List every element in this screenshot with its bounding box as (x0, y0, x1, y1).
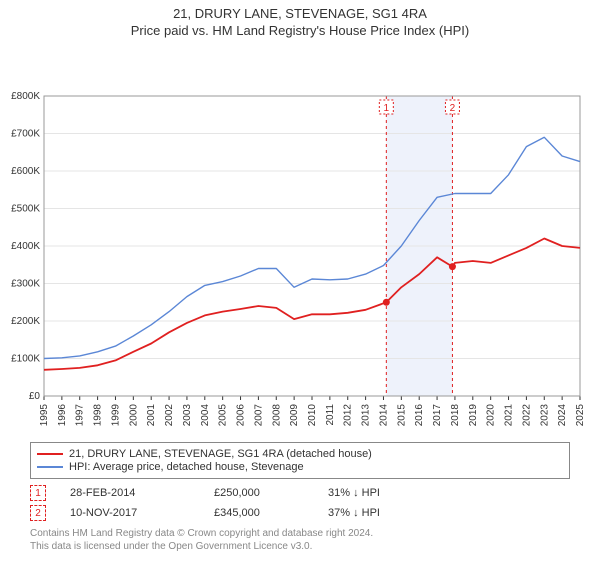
legend-label: HPI: Average price, detached house, Stev… (69, 461, 304, 473)
svg-text:£600K: £600K (11, 166, 40, 177)
svg-text:£400K: £400K (11, 241, 40, 252)
svg-text:1995: 1995 (39, 404, 50, 427)
legend-label: 21, DRURY LANE, STEVENAGE, SG1 4RA (deta… (69, 448, 372, 460)
svg-text:£0: £0 (29, 391, 41, 402)
svg-text:1999: 1999 (110, 404, 121, 427)
legend-item: HPI: Average price, detached house, Stev… (37, 461, 563, 473)
footer-line-1: Contains HM Land Registry data © Crown c… (30, 527, 570, 540)
sale-row: 1 28-FEB-2014 £250,000 31% ↓ HPI (30, 485, 570, 501)
svg-text:2006: 2006 (236, 404, 247, 427)
svg-text:2017: 2017 (432, 404, 443, 427)
svg-text:2015: 2015 (396, 404, 407, 427)
svg-text:2012: 2012 (343, 404, 354, 427)
svg-text:2010: 2010 (307, 404, 318, 427)
footer-line-2: This data is licensed under the Open Gov… (30, 540, 570, 553)
svg-text:2019: 2019 (468, 404, 479, 427)
legend: 21, DRURY LANE, STEVENAGE, SG1 4RA (deta… (30, 442, 570, 479)
sale-marker-icon: 1 (30, 485, 46, 501)
chart-container: £0 £100K £200K £300K £400K £500K £600K £700K £80… (0, 38, 600, 438)
svg-text:2016: 2016 (414, 404, 425, 427)
sale-marker-icon: 2 (30, 505, 46, 521)
page-title-address: 21, DRURY LANE, STEVENAGE, SG1 4RA (0, 6, 600, 21)
svg-text:2000: 2000 (128, 404, 139, 427)
svg-text:2008: 2008 (271, 404, 282, 427)
svg-text:£700K: £700K (11, 129, 40, 140)
line-chart: £0 £100K £200K £300K £400K £500K £600K £700K £80… (0, 38, 600, 438)
svg-text:1998: 1998 (93, 404, 104, 427)
svg-text:2009: 2009 (289, 404, 300, 427)
svg-text:1: 1 (384, 103, 390, 114)
svg-text:2024: 2024 (557, 404, 568, 427)
legend-swatch (37, 466, 63, 468)
svg-text:2001: 2001 (146, 404, 157, 427)
svg-text:2003: 2003 (182, 404, 193, 427)
svg-text:2014: 2014 (378, 404, 389, 427)
svg-text:2018: 2018 (450, 404, 461, 427)
sale-hpi-delta: 37% ↓ HPI (328, 507, 408, 519)
svg-text:2022: 2022 (521, 404, 532, 427)
sales-table: 1 28-FEB-2014 £250,000 31% ↓ HPI 2 10-NOV-201… (30, 485, 570, 521)
sale-date: 28-FEB-2014 (70, 487, 190, 499)
legend-swatch (37, 453, 63, 455)
svg-text:£300K: £300K (11, 279, 40, 290)
svg-text:£100K: £100K (11, 354, 40, 365)
svg-text:1997: 1997 (75, 404, 86, 427)
sale-row: 2 10-NOV-2017 £345,000 37% ↓ HPI (30, 505, 570, 521)
svg-text:2007: 2007 (253, 404, 264, 427)
svg-text:2004: 2004 (200, 404, 211, 427)
page-subtitle: Price paid vs. HM Land Registry's House … (0, 23, 600, 38)
svg-text:2013: 2013 (361, 404, 372, 427)
svg-text:2021: 2021 (504, 404, 515, 427)
sale-price: £345,000 (214, 507, 304, 519)
svg-text:2020: 2020 (486, 404, 497, 427)
svg-text:1996: 1996 (57, 404, 68, 427)
legend-item: 21, DRURY LANE, STEVENAGE, SG1 4RA (deta… (37, 448, 563, 460)
sale-date: 10-NOV-2017 (70, 507, 190, 519)
footer-attribution: Contains HM Land Registry data © Crown c… (30, 527, 570, 553)
sale-hpi-delta: 31% ↓ HPI (328, 487, 408, 499)
svg-text:£500K: £500K (11, 204, 40, 215)
svg-text:2011: 2011 (325, 404, 336, 426)
svg-text:2023: 2023 (539, 404, 550, 427)
svg-text:£200K: £200K (11, 316, 40, 327)
svg-text:£800K: £800K (11, 91, 40, 102)
sale-price: £250,000 (214, 487, 304, 499)
svg-text:2002: 2002 (164, 404, 175, 427)
svg-text:2: 2 (450, 103, 456, 114)
svg-text:2005: 2005 (218, 404, 229, 427)
svg-text:2025: 2025 (575, 404, 586, 427)
